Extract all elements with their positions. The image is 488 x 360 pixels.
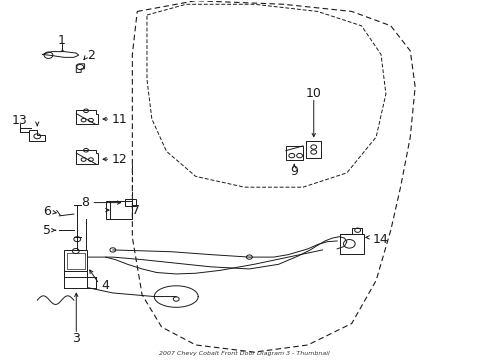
Bar bbox=[105, 201, 132, 220]
Polygon shape bbox=[76, 149, 98, 164]
Bar bbox=[64, 250, 87, 271]
Text: 9: 9 bbox=[290, 165, 298, 178]
Text: 4: 4 bbox=[102, 279, 109, 292]
Text: 3: 3 bbox=[72, 332, 80, 345]
Text: 2007 Chevy Cobalt Front Door Diagram 3 - Thumbnail: 2007 Chevy Cobalt Front Door Diagram 3 -… bbox=[159, 351, 329, 356]
Bar bbox=[339, 234, 363, 253]
Text: 1: 1 bbox=[58, 34, 65, 48]
Text: 13: 13 bbox=[11, 114, 27, 127]
Text: 2: 2 bbox=[87, 49, 95, 62]
Polygon shape bbox=[76, 110, 98, 125]
Polygon shape bbox=[42, 51, 79, 57]
Bar bbox=[306, 141, 321, 158]
Text: 7: 7 bbox=[132, 204, 140, 217]
Text: 6: 6 bbox=[43, 205, 51, 218]
Text: 8: 8 bbox=[81, 196, 89, 209]
Text: 12: 12 bbox=[112, 153, 127, 166]
Text: 14: 14 bbox=[371, 233, 387, 246]
Text: 5: 5 bbox=[43, 224, 51, 237]
Polygon shape bbox=[29, 130, 44, 141]
Bar bbox=[125, 199, 136, 206]
Polygon shape bbox=[76, 64, 84, 72]
Bar bbox=[66, 253, 85, 269]
Text: 11: 11 bbox=[112, 113, 127, 126]
Bar bbox=[285, 146, 303, 160]
Text: 10: 10 bbox=[305, 87, 321, 100]
